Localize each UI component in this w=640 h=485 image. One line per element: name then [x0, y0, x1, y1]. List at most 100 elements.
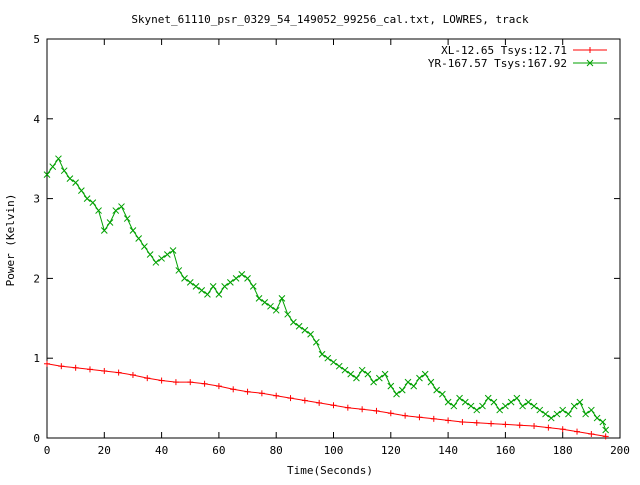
data-point: [582, 410, 589, 418]
x-tick-label: 60: [212, 444, 225, 457]
data-point: [175, 267, 183, 274]
y-axis-label: Power (Kelvin): [4, 194, 17, 287]
data-point: [227, 279, 234, 286]
plot-frame: [46, 38, 621, 439]
data-point: [123, 215, 131, 222]
data-point: [410, 382, 418, 390]
data-point: [198, 287, 206, 294]
chart-title: Skynet_61110_psr_0329_54_149052_99256_ca…: [131, 13, 529, 26]
data-point: [284, 310, 292, 318]
data-point: [565, 410, 572, 418]
data-point: [353, 374, 360, 382]
data-point: [49, 163, 57, 171]
x-tick-label: 0: [44, 444, 51, 457]
x-tick-label: 80: [270, 444, 283, 457]
data-point: [519, 402, 526, 410]
data-point: [66, 175, 74, 183]
data-point: [547, 414, 555, 422]
data-point: [255, 294, 263, 302]
data-point: [330, 358, 337, 366]
data-point: [129, 227, 137, 234]
data-point: [347, 370, 355, 378]
data-point: [215, 291, 223, 298]
data-point: [444, 398, 452, 406]
data-point: [593, 414, 601, 422]
data-point: [146, 251, 154, 258]
x-tick-label: 100: [324, 444, 344, 457]
data-point: [513, 394, 521, 402]
series-2: [43, 155, 610, 434]
data-point: [318, 350, 326, 358]
y-tick-label: 3: [33, 193, 40, 206]
data-point: [221, 283, 228, 290]
axes: 0 20 40 60 80 100 120 140 160 180 200 0 1 2 3 4 5: [33, 33, 630, 457]
data-point: [502, 402, 509, 410]
x-tick-label: 20: [98, 444, 111, 457]
data-point: [507, 398, 515, 406]
data-point: [576, 398, 584, 406]
data-point: [238, 271, 246, 278]
data-point: [100, 227, 108, 234]
x-tick-label: 140: [438, 444, 458, 457]
data-point: [467, 402, 475, 410]
data-point: [261, 298, 269, 306]
data-point: [587, 406, 595, 414]
data-point: [204, 291, 211, 298]
data-point: [398, 386, 406, 394]
data-point: [83, 195, 91, 202]
data-point: [324, 354, 332, 362]
data-point: [404, 378, 412, 386]
x-tick-label: 200: [610, 444, 630, 457]
data-point: [72, 179, 80, 186]
data-point: [55, 155, 62, 163]
data-point: [95, 207, 102, 214]
y-tick-label: 1: [33, 352, 40, 365]
series-layer: [43, 155, 610, 440]
legend-entry: XL-12.65 Tsys:12.71: [441, 44, 607, 57]
data-point: [358, 366, 366, 374]
data-point: [335, 362, 343, 370]
series-line: [46, 157, 607, 431]
data-point: [393, 390, 400, 398]
data-point: [141, 243, 148, 250]
data-point: [421, 370, 429, 378]
data-point: [456, 394, 463, 402]
data-point: [249, 283, 257, 290]
data-point: [586, 59, 594, 67]
data-point: [375, 374, 383, 382]
data-point: [536, 406, 544, 414]
data-point: [272, 306, 280, 314]
data-point: [312, 338, 320, 346]
x-tick-label: 160: [495, 444, 515, 457]
y-tick-label: 5: [33, 33, 40, 46]
data-point: [553, 410, 561, 418]
data-point: [112, 207, 120, 214]
data-point: [530, 402, 538, 410]
data-point: [381, 370, 389, 378]
data-point: [89, 199, 97, 206]
data-point: [559, 406, 567, 414]
data-point: [158, 255, 165, 262]
data-point: [496, 406, 504, 414]
data-point: [599, 418, 607, 426]
x-axis-label: Time(Seconds): [287, 464, 373, 477]
data-point: [450, 402, 458, 410]
data-point: [244, 275, 251, 282]
legend-label: XL-12.65 Tsys:12.71: [441, 44, 567, 57]
x-tick-label: 40: [155, 444, 168, 457]
y-tick-label: 4: [33, 113, 40, 126]
data-point: [301, 326, 309, 334]
y-tick-label: 0: [33, 432, 40, 445]
data-point: [163, 251, 171, 258]
legend-label: YR-167.57 Tsys:167.92: [428, 57, 567, 70]
data-point: [78, 187, 85, 194]
data-point: [490, 398, 498, 406]
data-point: [232, 275, 240, 282]
data-point: [364, 370, 372, 378]
x-tick-label: 120: [381, 444, 401, 457]
series-1: [44, 360, 609, 440]
data-point: [43, 171, 51, 179]
